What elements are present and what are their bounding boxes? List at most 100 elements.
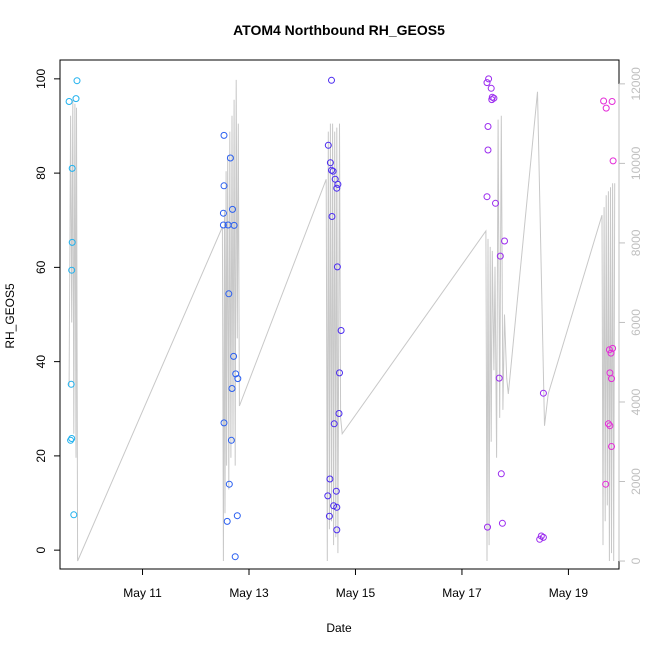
- x-tick-label: May 13: [229, 586, 269, 600]
- data-point: [333, 503, 341, 511]
- data-point: [498, 519, 506, 527]
- data-point: [225, 290, 233, 298]
- data-point: [330, 420, 338, 428]
- y-tick-label: 0: [34, 546, 48, 553]
- data-point: [608, 98, 616, 105]
- data-point: [606, 422, 614, 430]
- data-point: [324, 492, 332, 500]
- data-point: [539, 533, 547, 541]
- data-point: [608, 443, 615, 450]
- y-axis-left: 0 20 40 60 80 100: [34, 69, 60, 553]
- data-point: [225, 480, 233, 488]
- data-point: [68, 435, 76, 442]
- data-point: [329, 167, 337, 175]
- data-point: [497, 470, 505, 478]
- data-point: [336, 369, 343, 377]
- y-axis-label: RH_GEOS5: [3, 283, 17, 349]
- data-point: [70, 511, 78, 519]
- data-point: [229, 205, 236, 213]
- data-point: [501, 237, 508, 245]
- data-point: [330, 502, 338, 510]
- data-point: [483, 193, 491, 201]
- data-point: [485, 75, 493, 83]
- data-point: [488, 96, 496, 104]
- y2-tick-label: 6000: [629, 309, 643, 336]
- data-point: [228, 385, 236, 392]
- data-point: [609, 344, 617, 352]
- data-point: [609, 157, 617, 165]
- data-point: [492, 199, 499, 207]
- data-point: [483, 79, 491, 87]
- altitude-line: [68, 79, 616, 562]
- data-point: [226, 154, 234, 162]
- data-point: [67, 436, 75, 444]
- data-point: [536, 535, 544, 543]
- data-point: [233, 512, 241, 520]
- y-tick-label: 100: [34, 69, 48, 89]
- data-point: [67, 380, 75, 388]
- data-point: [326, 159, 334, 167]
- data-point: [65, 98, 73, 105]
- data-point: [230, 221, 238, 229]
- x-tick-label: May 15: [336, 586, 376, 600]
- y2-tick-label: 10000: [629, 146, 643, 180]
- data-point: [607, 349, 615, 357]
- rh-points-layer: [65, 75, 617, 561]
- data-point: [234, 375, 242, 383]
- data-point: [496, 252, 504, 260]
- x-tick-label: May 19: [549, 586, 589, 600]
- x-axis: May 11 May 13 May 15 May 17 May 19: [123, 569, 588, 600]
- data-point: [328, 213, 336, 220]
- data-point: [220, 182, 228, 190]
- data-point: [68, 164, 76, 172]
- y-axis-right: 0 2000 4000 6000 8000 10000 12000: [618, 67, 643, 564]
- data-point: [539, 389, 547, 397]
- y2-tick-label: 0: [629, 557, 643, 564]
- data-point: [223, 517, 231, 525]
- data-point: [333, 263, 341, 271]
- data-point: [337, 327, 345, 334]
- data-point: [332, 487, 340, 495]
- data-point: [324, 141, 332, 149]
- y2-tick-label: 8000: [629, 229, 643, 256]
- x-axis-label: Date: [326, 621, 352, 635]
- data-point: [328, 76, 335, 84]
- data-point: [604, 420, 612, 428]
- y2-tick-label: 12000: [629, 67, 643, 101]
- y2-tick-label: 2000: [629, 468, 643, 495]
- data-point: [72, 95, 80, 103]
- data-point: [68, 238, 76, 246]
- data-point: [219, 221, 227, 229]
- x-tick-label: May 11: [123, 586, 162, 600]
- x-tick-label: May 17: [442, 586, 482, 600]
- data-point: [68, 266, 76, 274]
- data-point: [605, 346, 613, 354]
- data-point: [484, 146, 492, 154]
- data-point: [230, 352, 238, 360]
- data-point: [334, 180, 342, 188]
- data-point: [325, 512, 333, 520]
- data-point: [335, 410, 343, 417]
- y-tick-label: 20: [34, 449, 48, 463]
- data-point: [333, 184, 341, 192]
- data-point: [333, 526, 341, 534]
- y-tick-label: 60: [34, 260, 48, 274]
- data-point: [73, 77, 81, 85]
- data-point: [602, 480, 610, 488]
- data-point: [487, 84, 495, 92]
- data-point: [219, 209, 227, 217]
- altitude-line-layer: [68, 79, 616, 562]
- y-tick-label: 40: [34, 355, 48, 369]
- data-point: [602, 104, 610, 112]
- y2-tick-label: 4000: [629, 388, 643, 415]
- data-point: [600, 97, 608, 105]
- data-point: [484, 123, 492, 130]
- data-point: [231, 553, 239, 561]
- y-tick-label: 80: [34, 166, 48, 180]
- data-point: [220, 131, 228, 139]
- data-point: [220, 419, 228, 427]
- data-point: [608, 375, 615, 383]
- data-point: [484, 523, 491, 531]
